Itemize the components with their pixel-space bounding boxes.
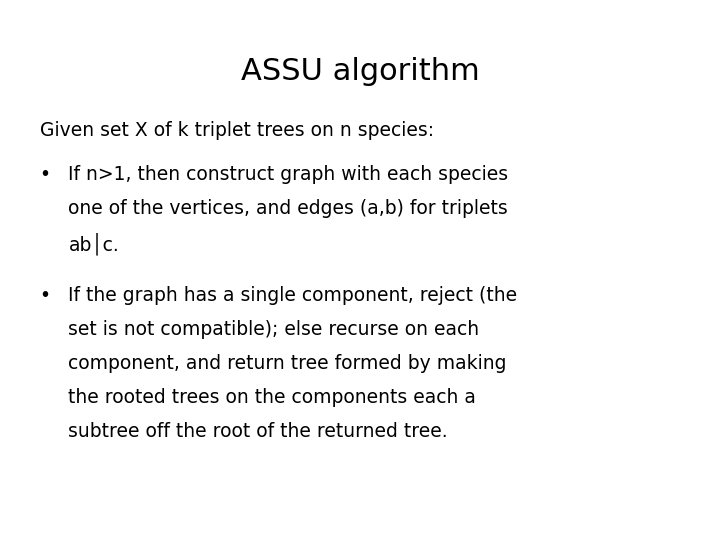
Text: ASSU algorithm: ASSU algorithm — [240, 57, 480, 86]
Text: If n>1, then construct graph with each species: If n>1, then construct graph with each s… — [68, 165, 508, 184]
Text: subtree off the root of the returned tree.: subtree off the root of the returned tre… — [68, 422, 448, 441]
Text: •: • — [40, 165, 50, 184]
Text: set is not compatible); else recurse on each: set is not compatible); else recurse on … — [68, 320, 480, 339]
Text: the rooted trees on the components each a: the rooted trees on the components each … — [68, 388, 476, 407]
Text: component, and return tree formed by making: component, and return tree formed by mak… — [68, 354, 507, 373]
Text: Given set X of k triplet trees on n species:: Given set X of k triplet trees on n spec… — [40, 122, 433, 140]
Text: one of the vertices, and edges (a,b) for triplets: one of the vertices, and edges (a,b) for… — [68, 199, 508, 218]
Text: If the graph has a single component, reject (the: If the graph has a single component, rej… — [68, 286, 518, 305]
Text: ab│c.: ab│c. — [68, 233, 119, 255]
Text: •: • — [40, 286, 50, 305]
